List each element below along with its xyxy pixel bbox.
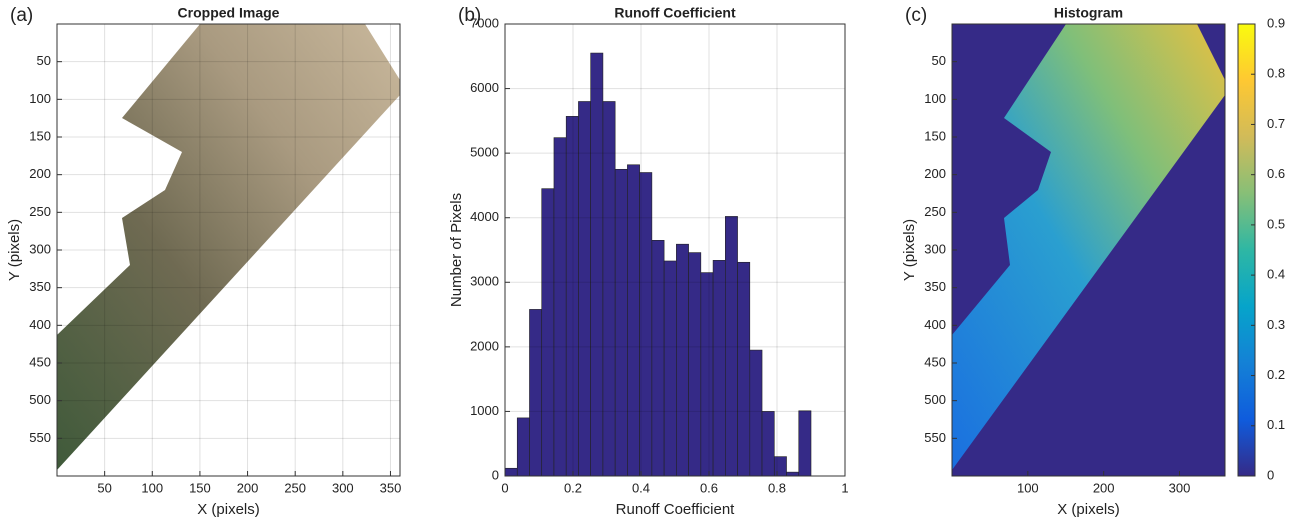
axes-frame: [56, 23, 401, 477]
x-tick-label: 300: [332, 480, 354, 495]
y-tick-label: 100: [29, 91, 51, 106]
y-axis-label: Y (pixels): [901, 219, 918, 281]
bar: [565, 116, 579, 477]
x-axis-label: X (pixels): [1057, 501, 1120, 518]
x-tick-label: 250: [284, 480, 306, 495]
y-tick-label: 300: [924, 241, 946, 256]
y-tick-label: 500: [924, 392, 946, 407]
y-axis-label: Y (pixels): [6, 219, 23, 281]
x-tick-label: 50: [97, 480, 111, 495]
colorbar-tick-label: 0.7: [1267, 116, 1285, 131]
colorbar-tick-label: 0.2: [1267, 367, 1285, 382]
x-tick-label: 150: [189, 480, 211, 495]
colorbar-tick-label: 0.6: [1267, 166, 1285, 181]
y-tick-label: 0: [492, 467, 499, 482]
y-tick-label: 1000: [470, 403, 499, 418]
x-axis-label: Runoff Coefficient: [616, 501, 736, 518]
bar: [798, 410, 812, 477]
y-tick-label: 50: [37, 53, 51, 68]
x-axis-label: X (pixels): [197, 501, 260, 518]
x-tick-label: 200: [237, 480, 259, 495]
bar: [504, 467, 518, 477]
heatmap-image: [952, 24, 1225, 470]
bar: [737, 261, 751, 477]
bar: [700, 272, 714, 477]
y-tick-label: 50: [932, 53, 946, 68]
bar: [578, 101, 591, 477]
bar: [688, 252, 702, 477]
y-tick-label: 400: [924, 317, 946, 332]
y-tick-label: 3000: [470, 274, 499, 289]
y-tick-label: 550: [29, 430, 51, 445]
cropped-image: [57, 24, 400, 470]
panel-label: (c): [905, 5, 927, 26]
x-tick-label: 350: [380, 480, 402, 495]
colorbar-tick-label: 0.1: [1267, 417, 1285, 432]
y-tick-label: 350: [924, 279, 946, 294]
bar: [712, 260, 726, 477]
bar: [676, 243, 689, 477]
bar: [627, 164, 640, 477]
y-tick-label: 4000: [470, 209, 499, 224]
y-tick-label: 5000: [470, 145, 499, 160]
bar: [516, 417, 530, 477]
colorbar-tick-label: 0: [1267, 467, 1274, 482]
y-tick-label: 350: [29, 279, 51, 294]
x-tick-label: 300: [1169, 480, 1191, 495]
y-tick-label: 150: [924, 128, 946, 143]
y-tick-label: 200: [924, 166, 946, 181]
x-tick-label: 0.2: [564, 480, 582, 495]
x-tick-label: 0.4: [632, 480, 650, 495]
bar: [749, 349, 763, 477]
y-tick-label: 100: [924, 91, 946, 106]
y-tick-label: 6000: [470, 80, 499, 95]
colorbar: [1237, 23, 1256, 477]
y-axis-label: Number of Pixels: [448, 193, 465, 307]
y-tick-label: 250: [924, 204, 946, 219]
y-tick-label: 400: [29, 317, 51, 332]
y-tick-label: 2000: [470, 338, 499, 353]
colorbar-tick-label: 0.9: [1267, 15, 1285, 30]
chart-title: Histogram: [1054, 5, 1123, 21]
colorbar-tick-label: 0.8: [1267, 66, 1285, 81]
x-tick-label: 100: [141, 480, 163, 495]
x-tick-label: 0: [501, 480, 508, 495]
y-tick-label: 150: [29, 128, 51, 143]
bar: [529, 309, 543, 477]
chart-title: Runoff Coefficient: [614, 5, 736, 21]
y-tick-label: 450: [924, 354, 946, 369]
x-tick-label: 0.6: [700, 480, 718, 495]
x-tick-label: 1: [841, 480, 848, 495]
panel-label: (a): [10, 5, 33, 26]
bar: [786, 471, 800, 477]
y-tick-label: 450: [29, 354, 51, 369]
axes-frame: [504, 23, 846, 477]
panel-label: (b): [458, 5, 481, 26]
bar: [614, 168, 628, 477]
bar: [541, 188, 555, 477]
axes-frame: [951, 23, 1226, 477]
y-tick-label: 200: [29, 166, 51, 181]
colorbar-tick-label: 0.4: [1267, 267, 1285, 282]
chart-title: Cropped Image: [178, 5, 280, 21]
bar: [651, 240, 665, 477]
x-tick-label: 100: [1017, 480, 1039, 495]
bar: [725, 216, 738, 477]
bar: [773, 456, 787, 477]
x-tick-label: 0.8: [768, 480, 786, 495]
y-tick-label: 7000: [470, 15, 499, 30]
x-tick-label: 200: [1093, 480, 1115, 495]
y-tick-label: 500: [29, 392, 51, 407]
y-tick-label: 300: [29, 241, 51, 256]
bar: [602, 101, 616, 477]
bar: [553, 137, 567, 477]
y-tick-label: 250: [29, 204, 51, 219]
y-tick-label: 550: [924, 430, 946, 445]
bar: [761, 411, 775, 477]
colorbar-tick-label: 0.3: [1267, 317, 1285, 332]
bar: [663, 260, 677, 477]
bar: [590, 52, 604, 477]
colorbar-tick-label: 0.5: [1267, 216, 1285, 231]
